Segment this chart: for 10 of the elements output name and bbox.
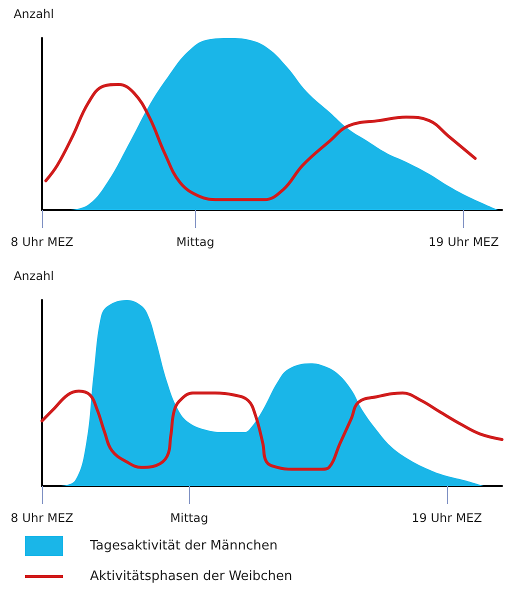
x-tick-label: 8 Uhr MEZ: [10, 511, 74, 525]
x-tick-label: 19 Uhr MEZ: [428, 235, 499, 249]
x-tick-label: Mittag: [170, 511, 208, 525]
x-tick-label: 19 Uhr MEZ: [412, 511, 482, 525]
legend-label: Aktivitätsphasen der Weibchen: [90, 569, 292, 584]
y-axis-title: Anzahl: [14, 269, 54, 283]
x-tick-label: 8 Uhr MEZ: [10, 235, 74, 249]
x-tick-label: Mittag: [176, 235, 214, 249]
legend-label: Tagesaktivität der Männchen: [89, 538, 278, 554]
y-axis-title: Anzahl: [14, 7, 54, 21]
